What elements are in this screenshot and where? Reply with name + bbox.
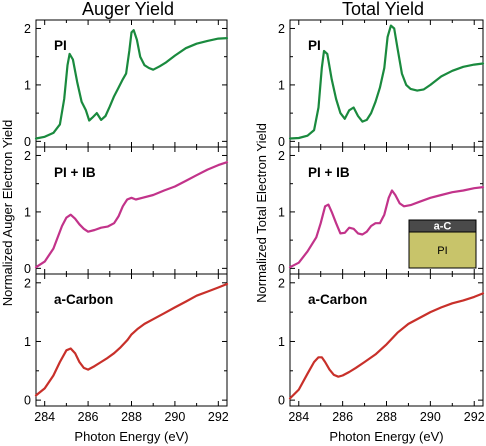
y-tick-label: 2 [278,22,285,36]
series-line [288,24,485,140]
y-tick-label: 0 [278,394,285,408]
inset-bottom-layer [408,231,477,269]
x-tick-label: 290 [164,410,185,424]
inset-top-label: a-C [434,221,452,233]
panel-label: PI [308,38,321,53]
x-tick-label: 286 [332,410,353,424]
sample-inset: a-C PI [408,219,477,269]
column-title: Auger Yield [82,0,174,19]
y-tick-label: 0 [24,135,31,149]
y-tick-label: 0 [24,394,31,408]
x-tick-label: 292 [464,410,485,424]
panel-label: PI + IB [54,165,96,180]
x-tick-label: 284 [34,410,55,424]
series-line [34,282,229,397]
x-tick-label: 290 [420,410,441,424]
series-line [34,29,229,140]
y-tick-label: 2 [24,22,31,36]
y-axis-label: Normalized Auger Electron Yield [0,120,15,306]
x-tick-label: 288 [376,410,397,424]
y-tick-label: 1 [24,78,31,92]
x-tick-label: 284 [288,410,309,424]
y-tick-label: 0 [278,135,285,149]
x-axis-label: Photon Energy (eV) [74,429,188,444]
y-tick-label: 2 [24,276,31,290]
inset-bottom-label: PI [437,245,447,257]
y-tick-label: 1 [278,205,285,219]
panel-pi-ib: 0 1 2 PI + IB [24,146,229,276]
x-tick-label: 288 [121,410,142,424]
panel-a-carbon: 0 1 2 a-Carbon [24,273,229,408]
y-tick-label: 0 [24,262,31,276]
x-tick-label: 292 [208,410,229,424]
panel-pi: 0 1 2 PI [278,19,485,149]
y-tick-label: 1 [24,205,31,219]
x-axis-label: Photon Energy (eV) [329,429,443,444]
y-tick-label: 0 [278,262,285,276]
series-line [34,161,229,269]
panel-label: a-Carbon [54,292,113,307]
column-title: Total Yield [342,0,424,19]
panel-label: PI [54,38,67,53]
series-line [288,292,485,400]
panel-a-carbon: 0 1 2 a-Carbon [278,273,485,408]
panel-pi: 0 1 2 PI [24,19,229,149]
y-tick-label: 1 [24,335,31,349]
y-tick-label: 2 [278,149,285,163]
y-tick-label: 2 [278,276,285,290]
series-line [288,186,485,269]
x-tick-label: 286 [78,410,99,424]
y-axis-label: Normalized Total Electron Yield [254,123,269,303]
panel-label: PI + IB [308,165,350,180]
panel-label: a-Carbon [308,292,367,307]
y-tick-label: 1 [278,78,285,92]
chart-auger-yield: Auger Yield Normalized Auger Electron Yie… [0,0,229,444]
y-tick-label: 2 [24,149,31,163]
chart-total-yield: Total Yield Normalized Total Electron Yie… [254,0,485,444]
y-tick-label: 1 [278,335,285,349]
